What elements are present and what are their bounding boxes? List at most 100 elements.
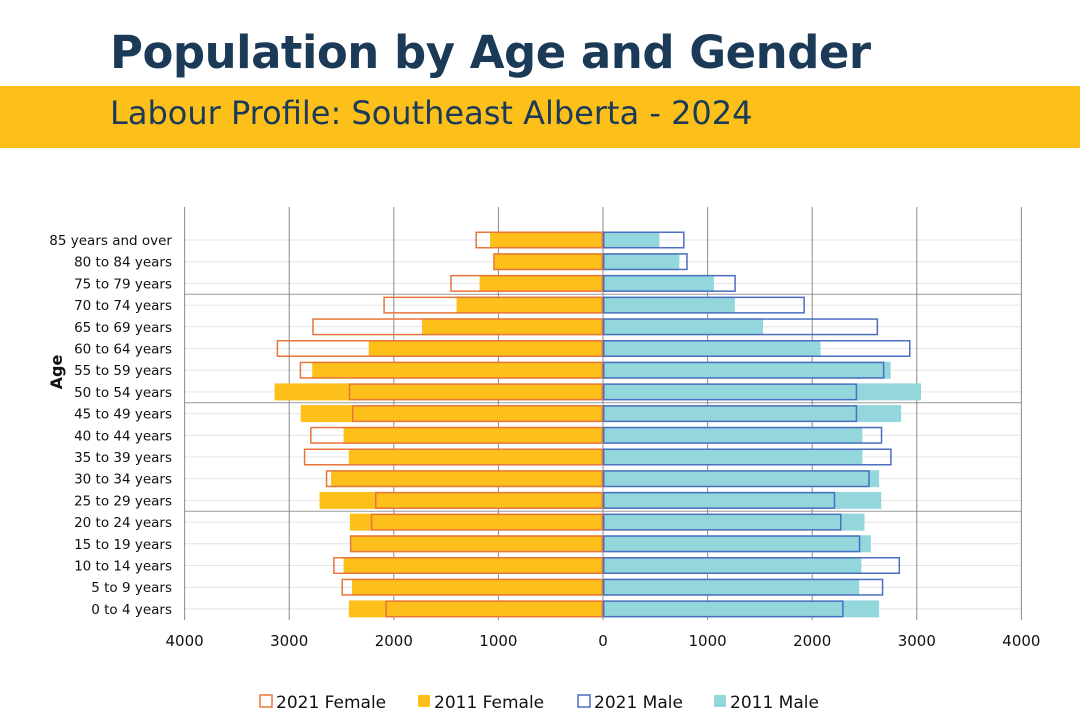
- bar-2021-male-85-years-and-over: [603, 231, 685, 249]
- bar-2021-male-75-to-79-years: [603, 274, 736, 292]
- y-tick-label: 70 to 74 years: [74, 298, 172, 314]
- bar-2011-male-45-to-49-years: [603, 405, 902, 423]
- bar-2011-male-55-to-59-years: [603, 361, 891, 379]
- bar-2021-male-70-to-74-years: [603, 296, 805, 314]
- y-tick-label: 20 to 24 years: [74, 515, 172, 531]
- bar-2011-male-0-to-4-years: [603, 600, 880, 618]
- bar-2021-male-25-to-29-years: [603, 491, 836, 509]
- bar-2011-male-75-to-79-years: [603, 274, 714, 292]
- bar-2021-female-5-to-9-years: [341, 578, 603, 596]
- y-tick-label: 75 to 79 years: [74, 276, 172, 292]
- bar-2011-female-65-to-69-years: [422, 318, 603, 336]
- legend-label-2021-male: 2021 Male: [594, 693, 683, 712]
- legend-swatch-2021-male: [577, 694, 591, 708]
- bar-2021-male-45-to-49-years: [603, 405, 858, 423]
- bar-2021-female-15-to-19-years: [349, 535, 604, 553]
- y-tick-label: 25 to 29 years: [74, 493, 172, 509]
- bar-2011-female-35-to-39-years: [348, 448, 603, 466]
- bar-2011-male-70-to-74-years: [603, 296, 735, 314]
- bar-2011-female-75-to-79-years: [479, 274, 603, 292]
- x-tick-label: 1000: [689, 632, 727, 650]
- bar-2021-male-40-to-44-years: [603, 426, 883, 444]
- x-tick-label: 4000: [1002, 632, 1040, 650]
- bar-2021-female-65-to-69-years: [312, 318, 603, 336]
- x-tick-label: 2000: [375, 632, 413, 650]
- bar-2011-male-20-to-24-years: [603, 513, 865, 531]
- y-tick-label: 80 to 84 years: [74, 255, 172, 271]
- y-tick-label: 45 to 49 years: [74, 407, 172, 423]
- bar-2021-female-70-to-74-years: [383, 296, 603, 314]
- legend-swatch-2011-male: [714, 695, 726, 707]
- x-tick-label: 4000: [166, 632, 204, 650]
- bar-2021-female-40-to-44-years: [310, 426, 603, 444]
- bar-2011-female-40-to-44-years: [343, 426, 603, 444]
- bar-2011-female-30-to-34-years: [331, 470, 603, 488]
- bar-2021-female-55-to-59-years: [299, 361, 603, 379]
- x-tick-label: 0: [598, 632, 608, 650]
- bar-2021-male-35-to-39-years: [603, 448, 892, 466]
- bar-2011-female-0-to-4-years: [348, 600, 603, 618]
- y-tick-label: 30 to 34 years: [74, 472, 172, 488]
- bar-2011-male-5-to-9-years: [603, 578, 860, 596]
- bar-2021-female-50-to-54-years: [348, 383, 603, 401]
- bar-2011-female-50-to-54-years: [274, 383, 603, 401]
- x-tick-label: 2000: [793, 632, 831, 650]
- bar-2011-female-45-to-49-years: [300, 405, 603, 423]
- y-axis-title: Age: [47, 355, 66, 390]
- bar-2021-male-65-to-69-years: [603, 318, 879, 336]
- bar-2011-female-15-to-19-years: [350, 535, 603, 553]
- y-tick-label: 35 to 39 years: [74, 450, 172, 466]
- legend-label-2011-female: 2011 Female: [434, 693, 544, 712]
- bar-2011-male-40-to-44-years: [603, 426, 863, 444]
- page-title: Population by Age and Gender: [110, 26, 871, 79]
- page-subtitle: Labour Profile: Southeast Alberta - 2024: [110, 94, 753, 132]
- legend-label-2011-male: 2011 Male: [730, 693, 819, 712]
- bar-2011-male-85-years-and-over: [603, 231, 660, 249]
- x-tick-label: 3000: [270, 632, 308, 650]
- bar-2021-female-75-to-79-years: [450, 274, 603, 292]
- bar-2021-male-15-to-19-years: [603, 535, 861, 553]
- legend-label-2021-female: 2021 Female: [276, 693, 386, 712]
- bar-2011-male-50-to-54-years: [603, 383, 921, 401]
- bar-2021-male-5-to-9-years: [603, 578, 884, 596]
- bar-2011-female-55-to-59-years: [312, 361, 603, 379]
- bar-2011-female-85-years-and-over: [490, 231, 603, 249]
- legend-swatch-2011-female: [418, 695, 430, 707]
- bar-2021-male-60-to-64-years: [603, 340, 911, 357]
- y-tick-label: 60 to 64 years: [74, 342, 172, 358]
- bar-2011-female-70-to-74-years: [456, 296, 603, 314]
- bar-2021-female-80-to-84-years: [493, 253, 604, 271]
- bar-2021-male-20-to-24-years: [603, 513, 842, 531]
- y-tick-label: 5 to 9 years: [91, 580, 172, 596]
- bar-2021-female-25-to-29-years: [374, 491, 603, 509]
- bar-2011-female-10-to-14-years: [343, 557, 603, 574]
- bar-2021-female-35-to-39-years: [303, 448, 603, 466]
- bar-2011-male-80-to-84-years: [603, 253, 680, 271]
- bar-2021-female-0-to-4-years: [385, 600, 603, 618]
- bar-2011-male-60-to-64-years: [603, 340, 821, 357]
- bar-2021-male-10-to-14-years: [603, 557, 901, 574]
- bar-2021-male-55-to-59-years: [603, 361, 885, 379]
- bar-2021-male-50-to-54-years: [603, 383, 858, 401]
- bar-2021-female-20-to-24-years: [370, 513, 603, 531]
- subtitle-band: [0, 86, 1080, 148]
- bar-2011-male-65-to-69-years: [603, 318, 764, 336]
- bar-2011-male-30-to-34-years: [603, 470, 880, 488]
- x-tick-label: 1000: [479, 632, 517, 650]
- y-tick-label: 50 to 54 years: [74, 385, 172, 401]
- bar-2011-male-10-to-14-years: [603, 557, 862, 574]
- y-tick-label: 0 to 4 years: [91, 602, 172, 618]
- bar-2021-male-30-to-34-years: [603, 470, 870, 488]
- bar-2021-female-60-to-64-years: [276, 340, 603, 357]
- y-tick-label: 40 to 44 years: [74, 428, 172, 444]
- y-tick-label: 85 years and over: [49, 233, 172, 249]
- bar-2021-female-45-to-49-years: [351, 405, 603, 423]
- bar-2021-female-30-to-34-years: [325, 470, 603, 488]
- bar-2011-female-5-to-9-years: [351, 578, 603, 596]
- x-tick-label: 3000: [898, 632, 936, 650]
- bar-2011-female-20-to-24-years: [349, 513, 603, 531]
- bar-2021-male-80-to-84-years: [603, 253, 688, 271]
- y-tick-label: 55 to 59 years: [74, 363, 172, 379]
- bar-2011-male-35-to-39-years: [603, 448, 863, 466]
